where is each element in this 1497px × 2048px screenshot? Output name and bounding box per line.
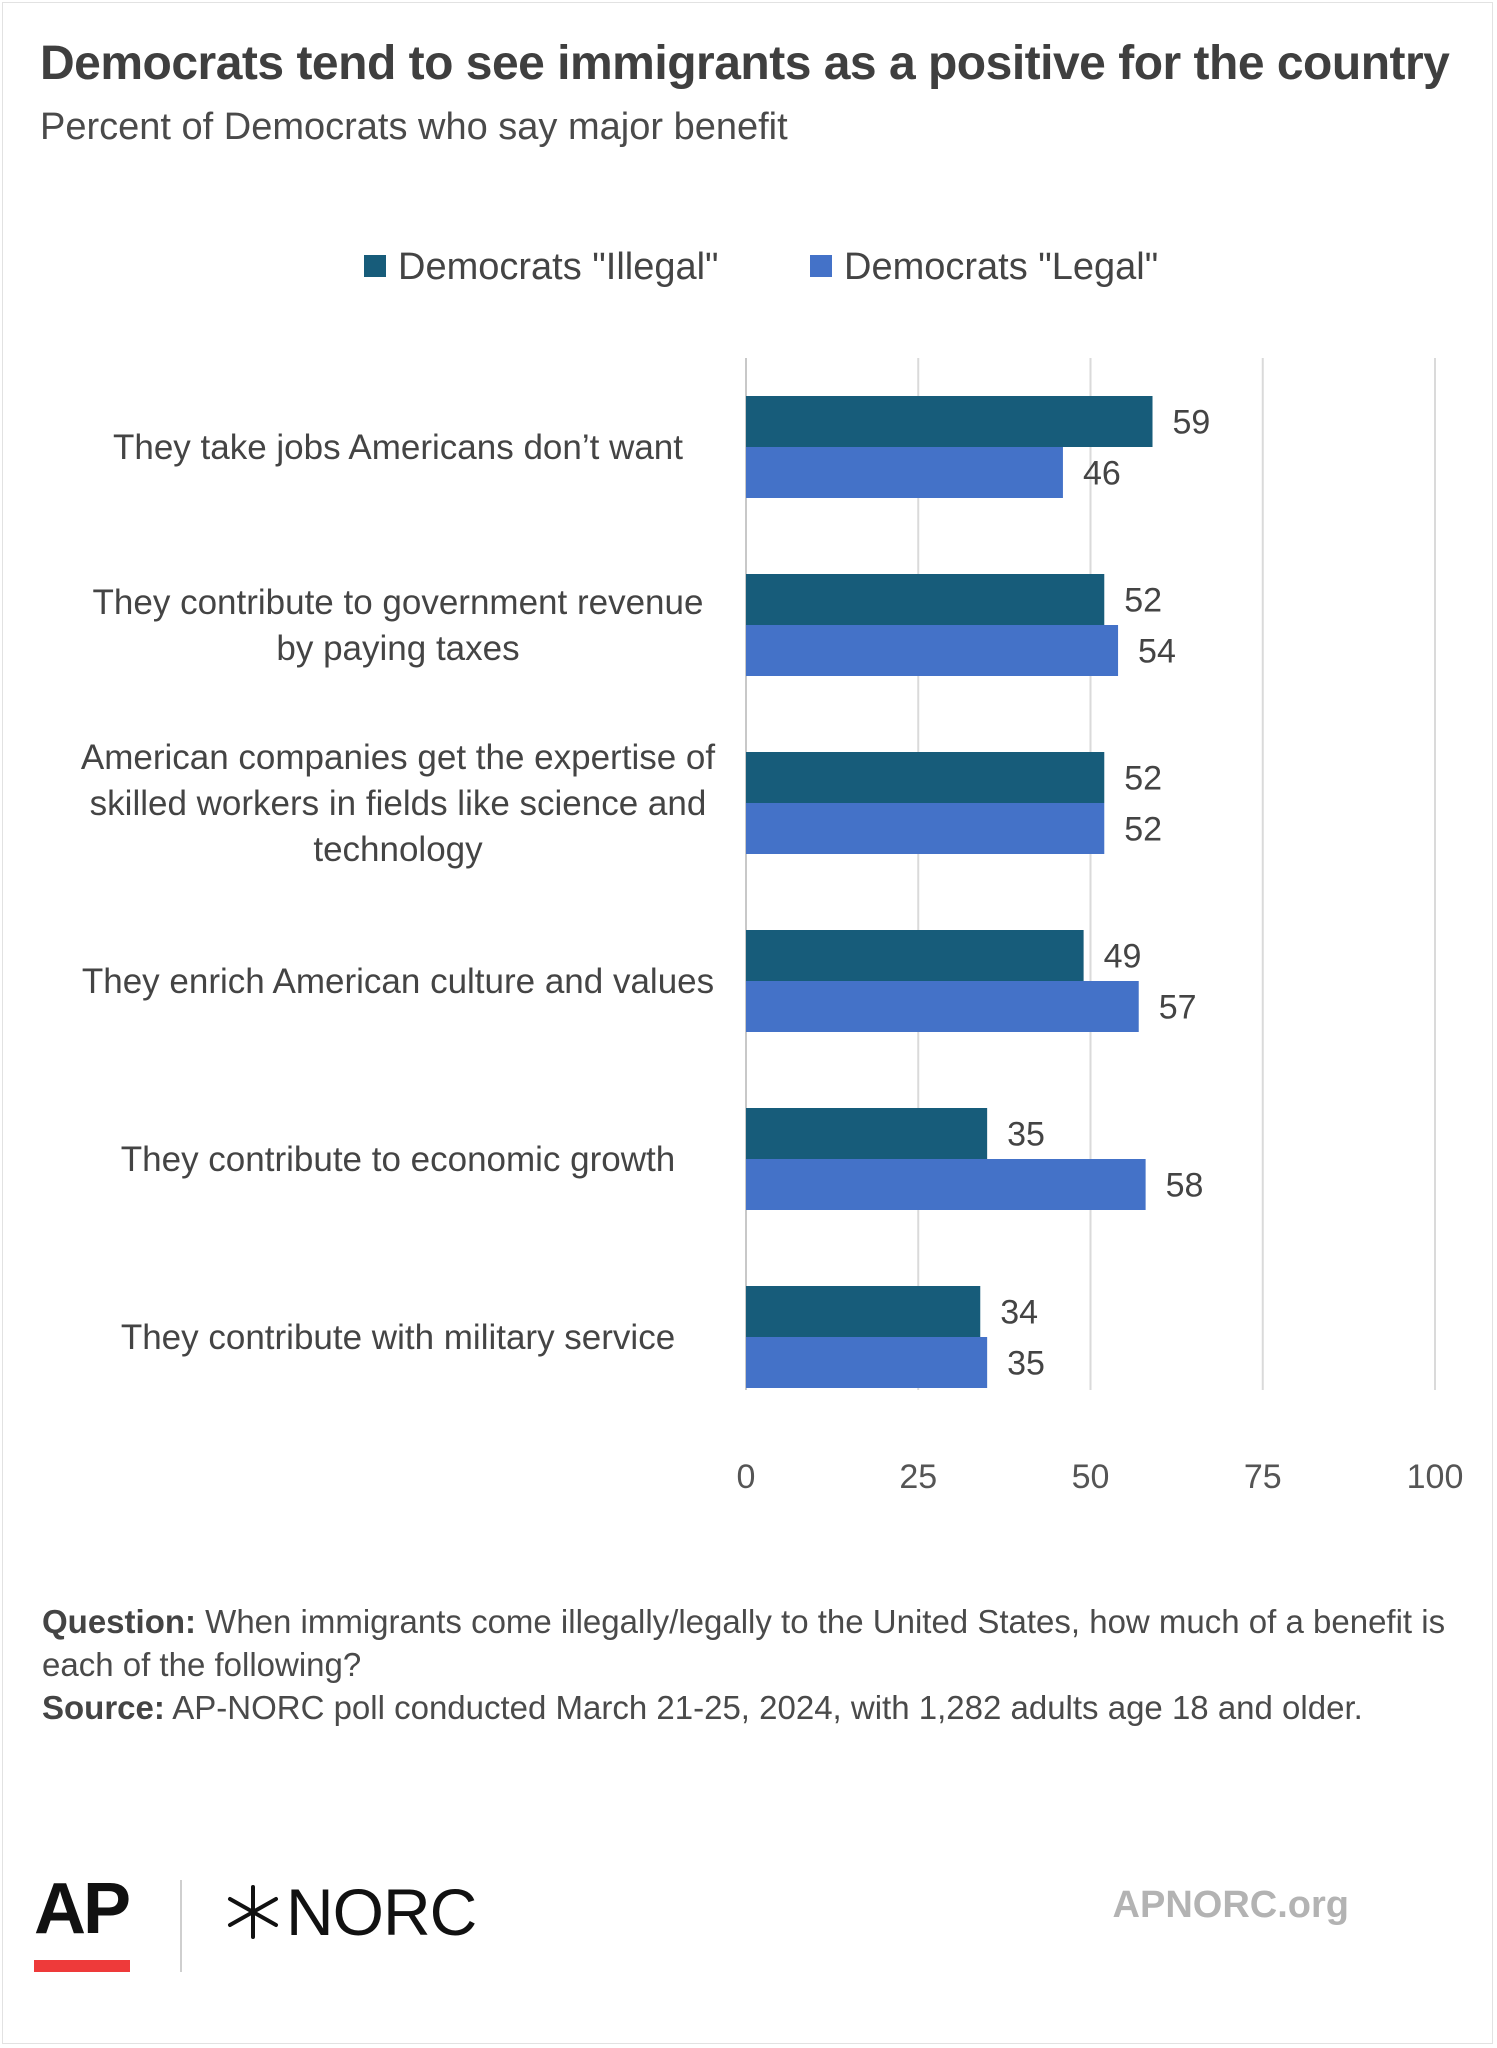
category-label-line: They enrich American culture and values — [82, 962, 714, 1001]
category-label: They contribute to government revenue by … — [93, 583, 704, 668]
data-label: 35 — [1007, 1345, 1045, 1383]
data-label: 35 — [1007, 1116, 1045, 1154]
x-tick-label: 50 — [1072, 1458, 1110, 1496]
category-label-line: American companies get the expertise of — [81, 738, 715, 777]
norc-logo: NORC — [224, 1872, 477, 1952]
category-label-line: They contribute with military service — [121, 1318, 675, 1357]
x-tick-label: 100 — [1407, 1458, 1464, 1496]
legend-label: Democrats "Legal" — [844, 246, 1158, 288]
bar — [746, 396, 1153, 447]
bar — [746, 981, 1139, 1032]
bar — [746, 1159, 1146, 1210]
chart-notes: Question: When immigrants come illegally… — [42, 1600, 1462, 1729]
category-label-line: skilled workers in fields like science a… — [90, 784, 707, 823]
bar — [746, 930, 1084, 981]
bar-chart: 0 25 50 75 100 Democrats "Illegal" Democrats "… — [81, 246, 1464, 1496]
question-note: Question: When immigrants come illegally… — [42, 1600, 1462, 1686]
chart-subtitle: Percent of Democrats who say major benef… — [40, 106, 788, 148]
category-label-line: by paying taxes — [276, 629, 519, 668]
bar — [746, 1108, 988, 1159]
data-label: 52 — [1124, 582, 1162, 620]
category-label-line: They contribute to government revenue — [93, 583, 704, 622]
norc-logo-text: NORC — [286, 1875, 477, 1949]
category-label-line: technology — [313, 830, 483, 869]
category-label: American companies get the expertise of s… — [81, 738, 715, 869]
x-tick-label: 75 — [1244, 1458, 1282, 1496]
bar — [746, 1286, 981, 1337]
ap-logo: AP — [34, 1869, 131, 1949]
data-label: 54 — [1138, 633, 1176, 671]
x-tick-label: 0 — [737, 1458, 756, 1496]
question-text: When immigrants come illegally/legally t… — [42, 1603, 1446, 1683]
data-label: 49 — [1104, 938, 1142, 976]
question-label: Question: — [42, 1603, 196, 1640]
bar — [746, 625, 1119, 676]
data-label: 58 — [1166, 1167, 1204, 1205]
bar — [746, 803, 1105, 854]
legend-label: Democrats "Illegal" — [398, 246, 719, 288]
ap-logo-underline — [34, 1960, 130, 1972]
source-label: Source: — [42, 1689, 165, 1726]
source-text: AP-NORC poll conducted March 21-25, 2024… — [164, 1689, 1363, 1726]
data-label: 46 — [1083, 455, 1121, 493]
legend-swatch — [364, 255, 386, 277]
footer-divider — [180, 1880, 182, 1972]
norc-star-icon — [228, 1885, 278, 1939]
data-label: 34 — [1000, 1294, 1038, 1332]
bar — [746, 1337, 988, 1388]
source-note: Source: AP-NORC poll conducted March 21-… — [42, 1686, 1462, 1729]
legend-swatch — [810, 255, 832, 277]
data-label: 57 — [1159, 989, 1197, 1027]
site-link[interactable]: APNORC.org — [1112, 1884, 1349, 1926]
bar — [746, 752, 1105, 803]
bar — [746, 447, 1063, 498]
data-label: 52 — [1124, 760, 1162, 798]
category-label: They contribute with military service — [121, 1318, 675, 1357]
category-label-line: They contribute to economic growth — [121, 1140, 675, 1179]
x-tick-label: 25 — [899, 1458, 937, 1496]
category-label-line: They take jobs Americans don’t want — [113, 428, 683, 467]
data-label: 52 — [1124, 811, 1162, 849]
category-label: They contribute to economic growth — [121, 1140, 675, 1179]
data-label: 59 — [1173, 404, 1211, 442]
category-label: They take jobs Americans don’t want — [113, 428, 683, 467]
bar — [746, 574, 1105, 625]
category-label: They enrich American culture and values — [82, 962, 714, 1001]
chart-title: Democrats tend to see immigrants as a po… — [40, 37, 1450, 90]
